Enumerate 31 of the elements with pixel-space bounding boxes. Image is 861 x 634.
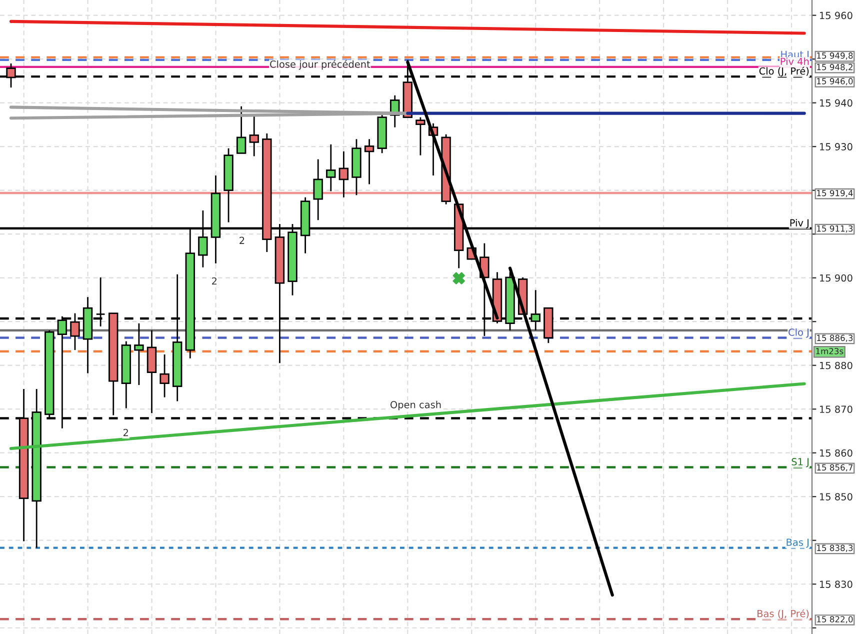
ref-line-label: Bas (J, Pré): [758, 609, 809, 620]
y2-tick-label: 15 822,0: [817, 616, 853, 624]
y-tick-label: 15 880: [820, 362, 852, 370]
y-tick-label: 15 960: [820, 12, 852, 20]
y-tick-label: 15 850: [820, 493, 852, 500]
ref-line-label: Piv J: [790, 218, 808, 228]
ref-line-label: Piv 4h: [780, 58, 809, 65]
annotation: 2: [212, 277, 216, 285]
y2-tick-label: 15 838,3: [817, 544, 853, 552]
ref-line-label: S1 J: [792, 458, 808, 468]
annotation: Open cash: [390, 400, 441, 410]
annotation: Close jour précédent: [270, 60, 370, 70]
y-tick-label: 15 860: [820, 449, 852, 457]
y-tick-label: 15 870: [820, 406, 852, 413]
y-tick-label: 15 930: [820, 143, 852, 150]
y2-tick-label: 15 946,0: [817, 78, 853, 86]
text: 1m23s: [816, 348, 844, 354]
y2-tick-label: 15 886,3: [817, 334, 853, 342]
y2-tick-label: 15 949,8: [817, 52, 853, 60]
y-tick-label: 15 940: [820, 99, 852, 107]
annotation: 2: [123, 428, 128, 436]
y2-tick-label: 15 856,7: [817, 464, 853, 472]
y2-tick-label: 15 948,2: [817, 64, 852, 72]
y-tick-label: 15 830: [820, 580, 852, 588]
y-tick-label: 15 900: [820, 274, 852, 282]
y2-tick-label: 15 919,4: [817, 190, 853, 198]
y2-tick-label: 15 911,3: [817, 225, 853, 233]
annotation: 2: [240, 236, 244, 244]
ref-line-label: Clo J: [788, 328, 808, 338]
ref-line-label: Bas J: [786, 538, 808, 548]
ref-line-label: Clo (J, Pré): [759, 66, 809, 76]
